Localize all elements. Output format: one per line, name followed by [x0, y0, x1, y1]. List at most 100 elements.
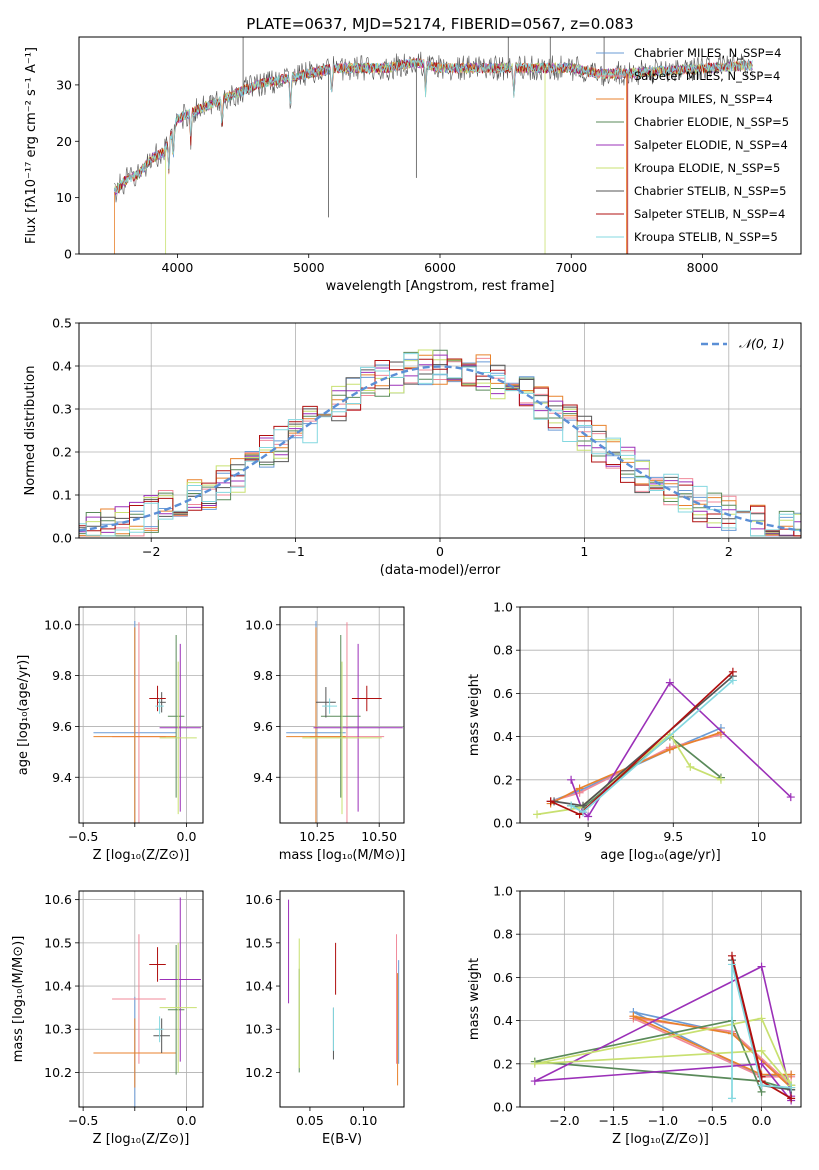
weight-vs-age-panel: 9 9.5 10 0.0 0.2 0.4 0.6 0.8 1.0 age [log₁₀(age/y…: [467, 600, 802, 863]
y-axis-label: mass [log₁₀(M/M⊙)]: [11, 936, 26, 1063]
y-axis-label: Flux [fλ10⁻¹⁷ erg cm⁻² s⁻¹ A⁻¹]: [24, 47, 39, 244]
x-tick-label: −1: [286, 544, 304, 559]
normal-curve: [78, 365, 802, 532]
y-tick-label: 0.2: [493, 1056, 513, 1071]
x-axis-label: (data-model)/error: [380, 563, 501, 578]
histogram-step: [79, 354, 801, 537]
x-tick-label: −2: [142, 544, 160, 559]
y-tick-label: 0.4: [52, 359, 72, 374]
y-tick-label: 0.6: [493, 686, 513, 701]
y-tick-label: 9.6: [253, 719, 273, 734]
y-tick-label: 10.6: [245, 892, 273, 907]
x-tick-label: 10.50: [361, 829, 397, 844]
y-tick-label: 10: [56, 190, 72, 205]
y-tick-label: 10.0: [44, 617, 72, 632]
histogram-step: [79, 353, 801, 537]
x-tick-label: 5000: [293, 260, 325, 275]
legend-label: Chabrier ELODIE, N_SSP=5: [634, 115, 789, 129]
x-tick-label: 8000: [687, 260, 719, 275]
weight-marker: [584, 812, 593, 821]
y-tick-label: 0.1: [52, 488, 72, 503]
weight-marker: [787, 1094, 796, 1103]
weight-marker: [728, 667, 737, 676]
y-tick-label: 9.4: [253, 770, 273, 785]
weight-marker: [575, 784, 584, 793]
histogram-step: [79, 349, 801, 537]
weight-marker: [757, 1014, 766, 1023]
x-tick-label: 0.05: [296, 1113, 324, 1128]
y-tick-label: 0.2: [52, 445, 72, 460]
weight-marker: [530, 1059, 539, 1068]
weight-marker: [567, 775, 576, 784]
legend-label: Kroupa MILES, N_SSP=4: [634, 92, 773, 106]
weight-marker: [716, 728, 725, 737]
weight-marker: [757, 1081, 766, 1090]
x-axis-label: E(B-V): [322, 1132, 362, 1147]
y-tick-label: 10.4: [245, 979, 273, 994]
y-tick-label: 0.6: [493, 970, 513, 985]
weight-marker: [579, 808, 588, 817]
y-tick-label: 10.4: [44, 979, 72, 994]
y-tick-label: 0.3: [52, 402, 72, 417]
x-axis-label: age [log₁₀(age/yr)]: [600, 848, 721, 863]
x-tick-label: 0.10: [349, 1113, 377, 1128]
y-axis-label: age [log₁₀(age/yr)]: [16, 655, 31, 776]
x-axis-label: mass [log₁₀(M/M⊙)]: [279, 848, 406, 863]
y-tick-label: 0.2: [493, 772, 513, 787]
weight-marker: [787, 1083, 796, 1092]
x-tick-label: 9.5: [663, 829, 683, 844]
figure-title: PLATE=0637, MJD=52174, FIBERID=0567, z=0…: [246, 15, 633, 33]
x-tick-label: 0.0: [177, 829, 197, 844]
x-axis-label: wavelength [Angstrom, rest frame]: [326, 279, 555, 294]
y-tick-label: 9.8: [52, 668, 72, 683]
y-tick-label: 9.8: [253, 668, 273, 683]
x-axis-label: Z [log₁₀(Z/Z⊙)]: [612, 1132, 709, 1147]
x-tick-label: −2.0: [549, 1113, 579, 1128]
y-tick-label: 10.5: [245, 935, 273, 950]
y-axis-label: mass weight: [467, 958, 482, 1040]
x-tick-label: 0.0: [752, 1113, 772, 1128]
weight-marker: [727, 1094, 736, 1103]
weight-marker: [567, 801, 576, 810]
weight-marker: [716, 775, 725, 784]
legend-label: Chabrier STELIB, N_SSP=5: [634, 184, 786, 198]
legend-label: Kroupa STELIB, N_SSP=5: [634, 230, 778, 244]
y-tick-label: 0.5: [52, 316, 72, 331]
histogram-step: [79, 349, 801, 537]
y-tick-label: 10.0: [245, 617, 273, 632]
weight-marker: [786, 793, 795, 802]
axes-frame: [279, 890, 405, 1108]
age-vs-mass-panel: 10.25 10.50 9.4 9.6 9.8 10.0 mass [log₁₀(M/M⊙)…: [245, 606, 406, 863]
weight-line: [570, 681, 792, 818]
x-tick-label: 4000: [162, 260, 194, 275]
legend-label: Salpeter STELIB, N_SSP=4: [634, 207, 785, 221]
mass-vs-metallicity-panel: −0.5 0.0 10.2 10.3 10.4 10.5 10.6 Z [log₁₀(Z/Z⊙…: [11, 890, 204, 1147]
y-tick-label: 0.8: [493, 927, 513, 942]
weight-marker: [757, 1046, 766, 1055]
y-tick-label: 0.0: [493, 1100, 513, 1115]
spectrum-line: [114, 58, 753, 194]
x-tick-label: −0.5: [68, 829, 98, 844]
weight-line: [731, 955, 792, 1100]
weight-marker: [665, 678, 674, 687]
weight-marker: [629, 1012, 638, 1021]
axes-frame: [279, 606, 405, 824]
weight-marker: [727, 960, 736, 969]
y-tick-label: 0: [64, 247, 72, 262]
weight-marker: [665, 745, 674, 754]
axes-frame: [78, 890, 204, 1108]
y-tick-label: 0.0: [52, 531, 72, 546]
x-tick-label: 6000: [424, 260, 456, 275]
x-tick-label: −1.5: [598, 1113, 628, 1128]
y-axis-label: mass weight: [467, 674, 482, 756]
histogram-step: [79, 358, 801, 537]
axes-frame: [519, 890, 802, 1108]
weight-marker: [787, 1070, 796, 1079]
x-axis-label: Z [log₁₀(Z/Z⊙)]: [93, 1132, 190, 1147]
x-tick-label: 1: [580, 544, 588, 559]
weight-line: [570, 735, 722, 809]
weight-marker: [686, 762, 695, 771]
spectrum-line: [114, 58, 753, 193]
x-tick-label: −1.0: [648, 1113, 678, 1128]
